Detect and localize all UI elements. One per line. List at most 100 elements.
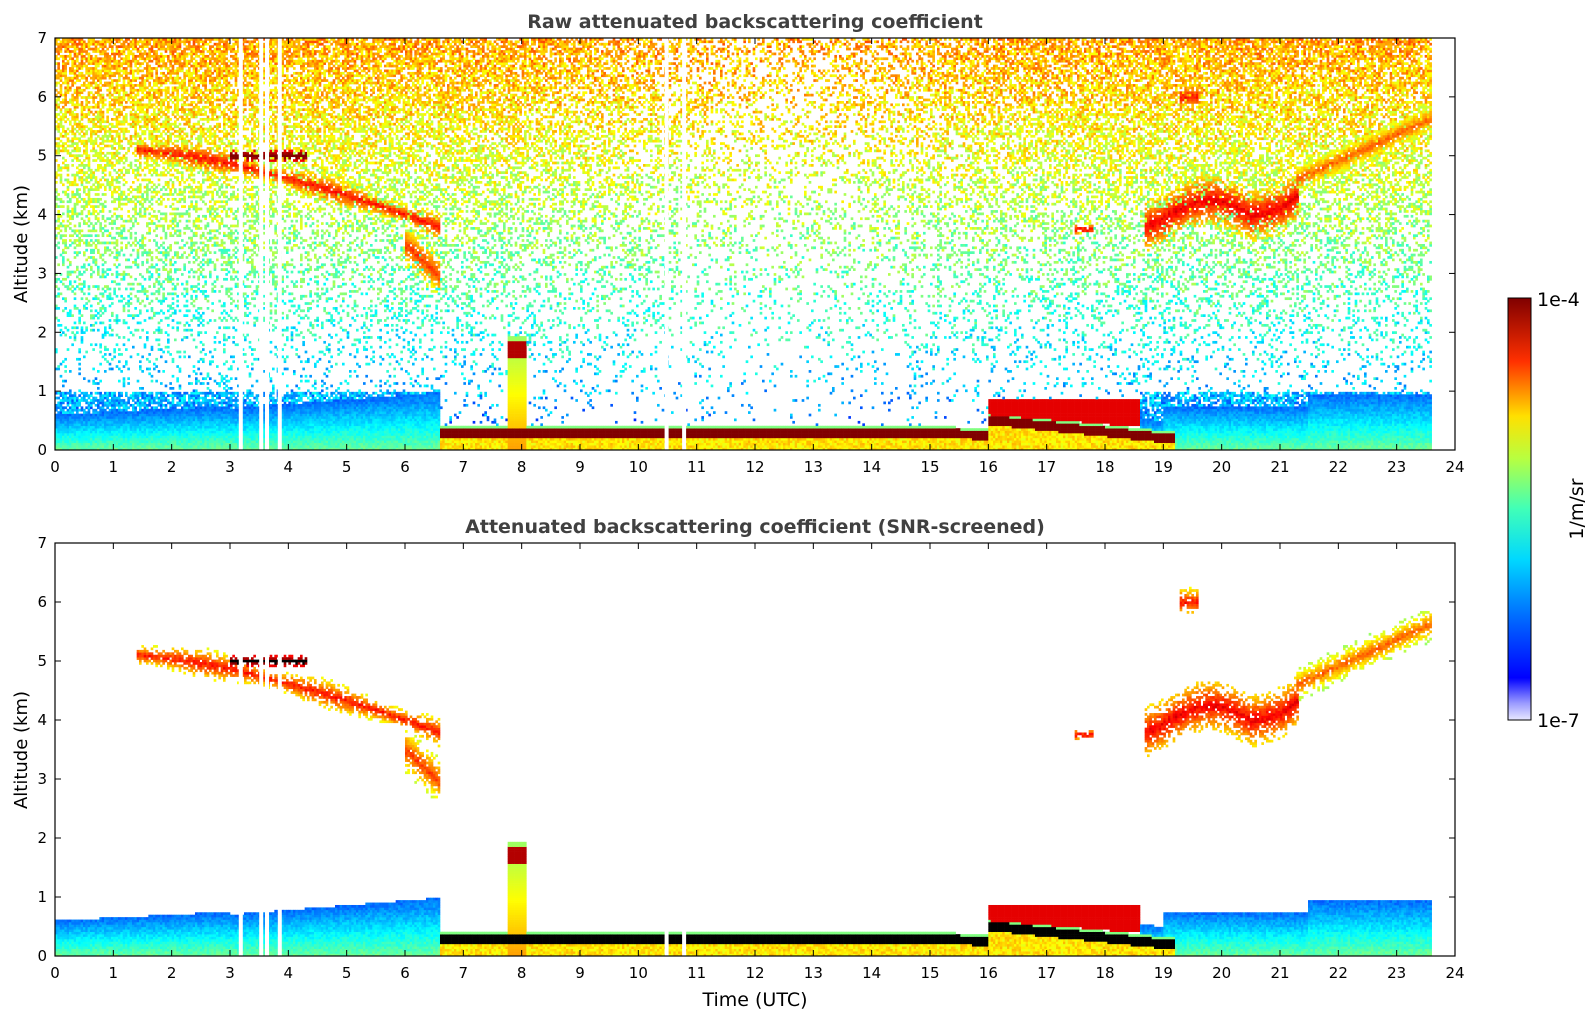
field-cell — [71, 217, 74, 221]
field-cell — [55, 98, 58, 102]
field-cell — [164, 122, 168, 126]
field-cell — [169, 50, 172, 53]
field-cell — [90, 244, 93, 247]
field-cell — [178, 234, 182, 238]
field-cell — [108, 394, 112, 397]
field-cell — [99, 292, 102, 296]
field-cell — [155, 391, 158, 395]
field-cell — [169, 304, 172, 308]
field-cell — [183, 132, 186, 136]
field-cell — [78, 445, 81, 448]
field-cell — [78, 71, 81, 75]
field-cell — [171, 227, 175, 230]
field-cell — [118, 151, 121, 155]
field-cell — [85, 258, 88, 262]
field-cell — [134, 54, 137, 58]
field-cell — [183, 47, 186, 51]
field-cell — [139, 84, 142, 87]
field-cell — [55, 202, 58, 206]
field-cell — [71, 214, 74, 218]
field-cell — [155, 428, 158, 431]
field-cell — [55, 113, 58, 116]
field-cell — [129, 442, 133, 446]
field-cell — [99, 399, 102, 402]
field-cell — [174, 219, 177, 223]
field-cell — [78, 91, 81, 95]
field-cell — [164, 86, 168, 90]
field-cell — [94, 423, 98, 427]
field-cell — [148, 253, 151, 257]
field-cell — [69, 45, 72, 48]
field-cell — [83, 440, 86, 444]
field-cell — [192, 188, 196, 191]
field-cell — [192, 401, 196, 405]
field-cell — [69, 86, 72, 90]
field-cell — [55, 423, 58, 427]
field-cell — [83, 96, 86, 99]
field-cell — [125, 159, 128, 162]
field-cell — [185, 328, 189, 332]
field-cell — [150, 130, 154, 133]
field-cell — [160, 42, 163, 46]
field-cell — [113, 125, 116, 128]
field-cell — [171, 154, 175, 158]
field-cell — [136, 188, 140, 191]
field-cell — [143, 149, 147, 153]
field-cell — [148, 178, 151, 182]
field-cell — [174, 338, 177, 342]
field-cell — [66, 428, 70, 431]
field-cell — [125, 437, 128, 441]
field-cell — [90, 168, 93, 172]
field-cell — [92, 260, 95, 264]
field-cell — [55, 69, 58, 73]
field-cell — [76, 142, 79, 145]
field-cell — [62, 190, 65, 194]
field-cell — [192, 435, 196, 439]
field-cell — [118, 319, 121, 322]
field-cell — [160, 132, 163, 136]
field-cell — [178, 42, 182, 46]
field-cell — [148, 64, 151, 68]
field-cell — [136, 222, 140, 225]
field-cell — [146, 42, 149, 46]
field-cell — [94, 193, 98, 196]
field-cell — [150, 263, 154, 267]
field-cell — [169, 442, 172, 446]
field-cell — [120, 103, 123, 107]
field-cell — [78, 231, 81, 235]
field-cell — [97, 47, 100, 51]
field-cell — [181, 64, 184, 68]
field-cell — [150, 38, 154, 41]
field-cell — [174, 151, 177, 155]
field-cell — [139, 108, 142, 111]
field-cell — [129, 113, 133, 116]
field-cell — [118, 205, 121, 208]
field-cell — [171, 81, 175, 85]
field-cell — [160, 52, 163, 56]
field-cell — [108, 105, 112, 109]
field-cell — [129, 231, 133, 235]
field-cell — [59, 47, 63, 51]
field-cell — [157, 401, 161, 405]
field-cell — [73, 435, 77, 439]
field-cell — [139, 207, 142, 211]
field-cell — [125, 416, 128, 419]
field-cell — [148, 222, 151, 225]
field-cell — [115, 52, 119, 56]
field-cell — [85, 445, 88, 448]
field-cell — [90, 127, 93, 131]
field-cell — [134, 64, 137, 68]
field-cell — [192, 389, 196, 393]
field-cell — [99, 343, 102, 347]
field-cell — [153, 91, 156, 95]
field-cell — [120, 88, 123, 92]
field-cell — [99, 183, 102, 187]
field-cell — [185, 113, 189, 116]
field-cell — [162, 268, 165, 271]
field-cell — [73, 76, 77, 80]
field-cell — [62, 248, 65, 252]
field-cell — [127, 447, 130, 450]
field-cell — [118, 45, 121, 48]
field-cell — [115, 437, 119, 441]
field-cell — [167, 323, 170, 327]
